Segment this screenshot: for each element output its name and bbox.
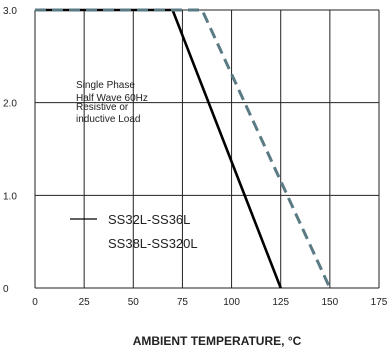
annotation-line: inductive Load — [76, 114, 141, 125]
grid-lines — [34, 9, 380, 289]
annotation-line: Resistive or — [76, 102, 129, 113]
x-tick-label: 100 — [223, 297, 240, 308]
x-axis-label: AMBIENT TEMPERATURE, °C — [133, 334, 302, 348]
x-tick-label: 125 — [272, 297, 289, 308]
series-lines — [35, 8, 332, 289]
x-tick-label: 0 — [32, 297, 38, 308]
legend-label-series-2: SS38L-SS320L — [108, 236, 198, 251]
legend: SS32L-SS36L SS38L-SS320L — [70, 212, 198, 251]
x-tick-label: 25 — [79, 297, 91, 308]
annotation-line: Half Wave 60Hz — [76, 93, 148, 104]
y-tick-label: 2.0 — [3, 99, 17, 110]
x-tick-label: 50 — [128, 297, 140, 308]
series-line-2 — [35, 8, 332, 289]
x-tick-label: 75 — [177, 297, 189, 308]
y-tick-label: 1.0 — [3, 191, 17, 202]
x-tick-label: 175 — [371, 297, 388, 308]
y-tick-label: 3.0 — [3, 6, 17, 17]
condition-annotation: Single Phase Half Wave 60Hz Resistive or in… — [76, 80, 148, 125]
legend-label-series-1: SS32L-SS36L — [108, 212, 190, 227]
y-tick-label: 0 — [3, 284, 9, 295]
tick-labels: 0 25 50 75 100 125 150 175 0 1.0 2.0 3.0 — [3, 6, 388, 308]
annotation-line: Single Phase — [76, 80, 135, 91]
x-tick-label: 150 — [322, 297, 339, 308]
